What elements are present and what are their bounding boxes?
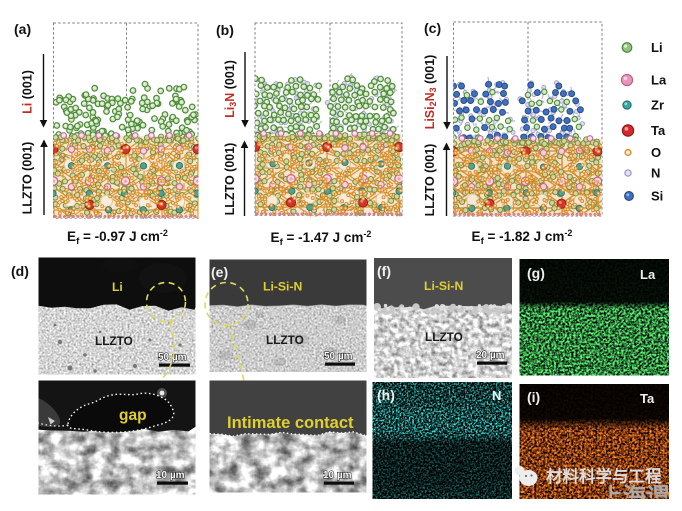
svg-text:10 µm: 10 µm [156, 470, 185, 481]
svg-text:LLZTO: LLZTO [266, 333, 304, 347]
svg-text:(e): (e) [211, 264, 228, 280]
svg-text:(i): (i) [527, 389, 540, 405]
svg-text:(c): (c) [424, 20, 441, 36]
svg-text:N: N [651, 166, 660, 181]
svg-text:Li (001): Li (001) [21, 70, 35, 114]
svg-text:Li3N (001): Li3N (001) [223, 60, 238, 118]
svg-text:(b): (b) [216, 22, 234, 38]
svg-text:(g): (g) [527, 265, 545, 281]
svg-text:O: O [651, 145, 661, 160]
svg-text:LiSi2N3 (001): LiSi2N3 (001) [423, 55, 438, 130]
svg-text:Li: Li [651, 40, 663, 55]
svg-text:LLZTO (001): LLZTO (001) [423, 144, 437, 217]
svg-text:材料科学与工程: 材料科学与工程 [546, 466, 662, 486]
svg-text:Si: Si [651, 189, 663, 204]
svg-text:LLZTO (001): LLZTO (001) [21, 142, 35, 215]
svg-text:La: La [651, 73, 667, 88]
svg-text:Intimate contact: Intimate contact [227, 414, 354, 432]
svg-text:LLZTO: LLZTO [95, 334, 133, 348]
svg-text:Ta: Ta [651, 123, 666, 138]
svg-text:N: N [492, 388, 501, 403]
svg-text:上海谓: 上海谓 [600, 483, 669, 509]
svg-text:Ef = -0.97 J cm-2: Ef = -0.97 J cm-2 [67, 228, 168, 247]
svg-text:(f): (f) [377, 263, 391, 279]
svg-text:Zr: Zr [651, 98, 664, 113]
svg-text:20 µm: 20 µm [476, 350, 505, 361]
svg-text:(h): (h) [377, 387, 395, 403]
svg-text:(a): (a) [14, 21, 31, 37]
svg-text:Li-Si-N: Li-Si-N [424, 279, 463, 293]
svg-text:Ta: Ta [640, 391, 655, 406]
svg-text:Li: Li [112, 280, 123, 294]
svg-text:(d): (d) [11, 263, 29, 279]
svg-text:Ef = -1.82 J cm-2: Ef = -1.82 J cm-2 [472, 228, 573, 247]
svg-text:10 µm: 10 µm [323, 470, 352, 481]
svg-text:LLZTO (001): LLZTO (001) [223, 143, 237, 216]
svg-text:Ef = -1.47 J cm-2: Ef = -1.47 J cm-2 [271, 229, 372, 248]
svg-text:gap: gap [119, 407, 147, 424]
svg-text:Li-Si-N: Li-Si-N [263, 280, 302, 294]
svg-text:LLZTO: LLZTO [425, 330, 463, 344]
svg-text:50 µm: 50 µm [324, 351, 353, 362]
svg-text:La: La [640, 267, 656, 282]
